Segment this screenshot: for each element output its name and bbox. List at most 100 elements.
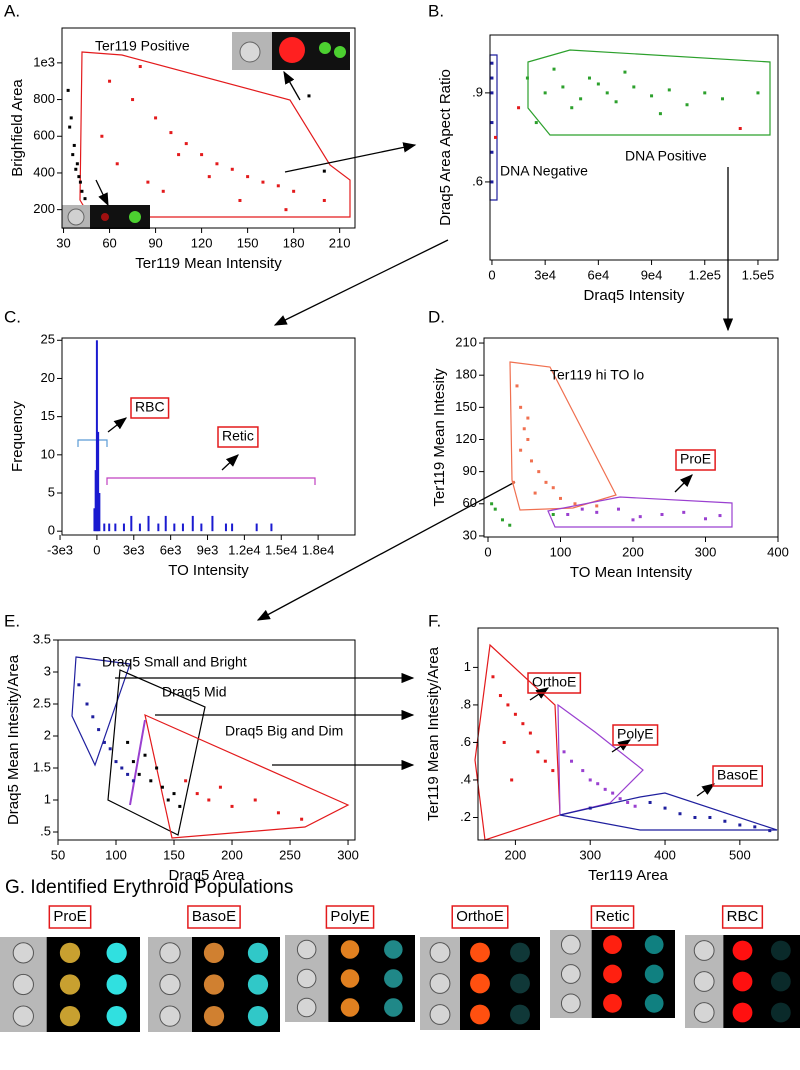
point: [561, 85, 565, 89]
point: [513, 712, 517, 716]
gate: [144, 713, 350, 839]
point: [276, 811, 280, 815]
bar: [231, 523, 234, 532]
point: [100, 134, 104, 138]
cell: [770, 1002, 791, 1023]
point: [588, 806, 592, 810]
x-tick-label: 3e3: [123, 542, 145, 557]
point: [633, 804, 637, 808]
x-tick-label: 300: [695, 544, 717, 559]
x-tick-label: 150: [163, 847, 185, 862]
bar: [93, 508, 96, 532]
point: [154, 116, 158, 120]
point: [218, 785, 222, 789]
x-tick-label: 30: [56, 235, 70, 250]
point: [490, 150, 494, 154]
point: [543, 91, 547, 95]
label-box: [187, 905, 241, 929]
cell: [603, 993, 622, 1013]
arrow: [221, 454, 239, 471]
point: [521, 722, 525, 726]
point: [562, 750, 566, 754]
point: [526, 437, 530, 441]
point: [519, 405, 523, 409]
gate-label: Retic: [222, 428, 254, 444]
point: [126, 772, 130, 776]
point: [490, 91, 494, 95]
point: [207, 798, 211, 802]
x-tick-label: 500: [729, 847, 751, 862]
y-axis-label: Ter119 Mean Intesity: [431, 368, 448, 507]
y-tick-label: 25: [41, 332, 55, 347]
y-tick-label: 400: [33, 164, 55, 179]
x-tick-label: 3e4: [534, 267, 556, 282]
point: [519, 448, 523, 452]
x-tick-label: 100: [550, 544, 572, 559]
point: [78, 180, 82, 184]
point: [693, 815, 697, 819]
bar: [157, 523, 160, 532]
gate-label: Draq5 Mid: [162, 684, 227, 700]
cell: [12, 973, 34, 996]
point: [573, 502, 577, 506]
x-tick-label: 1.8e4: [302, 542, 335, 557]
cell: [384, 940, 403, 959]
cell: [12, 1005, 34, 1027]
point: [587, 76, 591, 80]
point: [91, 715, 95, 719]
label-box: [590, 905, 635, 929]
point: [207, 175, 211, 179]
plot-frame: [57, 639, 356, 841]
point: [83, 197, 87, 201]
point: [595, 510, 599, 514]
point: [85, 702, 89, 706]
panel-letter: E.: [4, 611, 20, 630]
point: [517, 106, 521, 110]
point: [131, 98, 135, 102]
plot-frame: [489, 34, 779, 261]
point: [682, 510, 686, 514]
point: [493, 135, 497, 139]
point: [97, 728, 101, 732]
point: [138, 65, 142, 69]
point: [525, 76, 529, 80]
x-tick-label: 0: [488, 267, 495, 282]
population-label: Retic: [595, 908, 630, 925]
y-tick-label: 15: [41, 408, 55, 423]
point: [102, 740, 106, 744]
point: [720, 97, 724, 101]
gate-label: BasoE: [717, 767, 758, 783]
point: [276, 184, 280, 188]
point: [493, 507, 497, 511]
arrow: [283, 70, 301, 101]
point: [114, 760, 118, 764]
point: [522, 427, 526, 431]
point: [529, 459, 533, 463]
bar: [191, 515, 194, 532]
cell: [560, 964, 581, 984]
label-box: [217, 426, 259, 448]
cell: [603, 964, 622, 984]
point: [490, 61, 494, 65]
gate: [79, 51, 351, 218]
point: [155, 766, 159, 770]
bar: [97, 431, 100, 532]
y-axis-label: Draq5 Area Apect Ratio: [437, 69, 454, 226]
point: [74, 167, 78, 171]
bar: [94, 470, 97, 532]
y-tick-label: 800: [33, 91, 55, 106]
point: [172, 792, 176, 796]
point: [718, 514, 722, 518]
point: [491, 675, 495, 679]
point: [131, 760, 135, 764]
y-tick-label: .4: [460, 771, 471, 786]
x-tick-label: 150: [237, 235, 259, 250]
point: [75, 162, 79, 166]
x-tick-label: 300: [579, 847, 601, 862]
cell: [770, 940, 791, 961]
x-tick-label: 300: [337, 847, 359, 862]
y-tick-label: 5: [48, 484, 55, 499]
point: [108, 79, 112, 83]
point: [658, 112, 662, 116]
